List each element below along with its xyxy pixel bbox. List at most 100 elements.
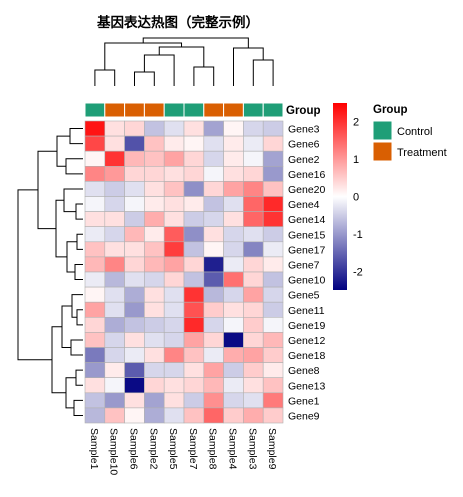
heatmap-cell — [262, 377, 284, 394]
heatmap-cell — [262, 196, 284, 212]
column-dendrogram-branch — [233, 47, 264, 86]
heatmap-cell — [104, 301, 125, 318]
row-label: Gene20 — [288, 184, 326, 196]
heatmap-cell — [262, 150, 284, 167]
column-dendrogram-branch — [193, 66, 215, 86]
color-scale-tick-label: -1 — [353, 229, 363, 241]
group-annotation-cell — [183, 102, 205, 118]
row-dendrogram-branch — [76, 233, 83, 250]
heatmap-cell — [163, 392, 185, 409]
heatmap-cell — [163, 135, 185, 152]
row-label: Gene8 — [288, 365, 320, 377]
heatmap-cell — [262, 392, 284, 409]
heatmap-cell — [223, 316, 244, 333]
heatmap-cell — [223, 120, 244, 137]
heatmap-cell — [104, 347, 125, 363]
annotation-row-label: Group — [286, 105, 321, 117]
column-dendrogram-branch — [94, 69, 116, 86]
row-label: Gene12 — [288, 335, 326, 347]
chart-title: 基因表达热图（完整示例） — [97, 14, 259, 30]
heatmap-cell — [243, 150, 264, 167]
row-label: Gene13 — [288, 380, 326, 392]
heatmap-cell — [124, 316, 145, 333]
heatmap-cell — [183, 301, 205, 318]
heatmap-cell — [183, 135, 205, 152]
heatmap-cell — [124, 166, 145, 182]
heatmap-cell — [223, 135, 244, 152]
heatmap-cell — [104, 211, 125, 228]
heatmap-cell — [223, 196, 244, 212]
heatmap-cell — [203, 211, 224, 228]
heatmap-cells — [84, 120, 284, 424]
heatmap-cell — [243, 135, 264, 152]
row-dendrogram-branch — [17, 189, 52, 361]
heatmap-cell — [163, 211, 185, 228]
heatmap-cell — [243, 392, 264, 409]
group-annotation-cell — [163, 102, 185, 118]
heatmap-cell — [84, 226, 106, 243]
heatmap-cell — [163, 347, 185, 363]
heatmap-cell — [124, 377, 145, 394]
heatmap-cell — [243, 377, 264, 394]
group-legend-label: Treatment — [397, 147, 447, 159]
column-label: Sample8 — [207, 428, 219, 470]
heatmap-cell — [203, 241, 224, 258]
heatmap-cell — [84, 135, 106, 152]
row-label: Gene17 — [288, 244, 326, 256]
heatmap-cell — [203, 347, 224, 363]
heatmap-cell — [124, 135, 145, 152]
column-label: Sample6 — [128, 428, 140, 470]
heatmap-cell — [104, 196, 125, 212]
heatmap-cell — [183, 362, 205, 379]
heatmap-cell — [203, 256, 224, 273]
heatmap-cell — [124, 332, 145, 348]
heatmap-cell — [183, 407, 205, 424]
heatmap-cell — [163, 241, 185, 258]
heatmap-cell — [243, 286, 264, 303]
heatmap-cell — [104, 226, 125, 243]
row-dendrogram-branch — [75, 369, 83, 386]
heatmap-cell — [104, 392, 125, 409]
heatmap-cell — [183, 196, 205, 212]
row-label: Gene9 — [288, 410, 320, 422]
heatmap-cell — [203, 286, 224, 303]
heatmap-cell — [262, 316, 284, 333]
heatmap-cell — [84, 407, 106, 424]
heatmap-cell — [124, 362, 145, 379]
heatmap-cell — [163, 362, 185, 379]
group-annotation-cell — [143, 102, 165, 118]
color-scale-tick-label: 2 — [353, 117, 359, 129]
heatmap-cell — [223, 362, 244, 379]
heatmap-cell — [104, 332, 125, 348]
heatmap-cell — [262, 286, 284, 303]
heatmap-cell — [262, 226, 284, 243]
heatmap-cell — [144, 392, 165, 409]
heatmap-cell — [262, 211, 284, 228]
heatmap-cell — [84, 286, 106, 303]
heatmap-cell — [104, 407, 125, 424]
heatmap-cell — [243, 301, 264, 318]
column-dendrogram-branch — [252, 59, 274, 86]
group-legend-swatch — [372, 141, 393, 162]
heatmap-cell — [84, 166, 106, 182]
heatmap-cell — [183, 226, 205, 243]
column-dendrogram-branch — [143, 54, 175, 86]
heatmap-cell — [262, 166, 284, 182]
group-annotation-cell — [84, 102, 106, 118]
row-dendrogram-branch — [65, 158, 83, 175]
heatmap-cell — [243, 347, 264, 363]
heatmap-cell — [223, 286, 244, 303]
row-label: Gene5 — [288, 290, 320, 302]
group-annotation-cell — [203, 102, 225, 118]
column-label: Sample1 — [88, 428, 100, 470]
heatmap-cell — [84, 301, 106, 318]
heatmap-cell — [104, 316, 125, 333]
heatmap-cell — [163, 301, 185, 318]
heatmap-cell — [203, 362, 224, 379]
row-dendrogram-branch — [69, 128, 83, 145]
heatmap-cell — [144, 301, 165, 318]
heatmap-cell — [223, 407, 244, 424]
heatmap-cell — [183, 286, 205, 303]
group-legend-title: Group — [373, 104, 408, 116]
heatmap-cell — [223, 166, 244, 182]
